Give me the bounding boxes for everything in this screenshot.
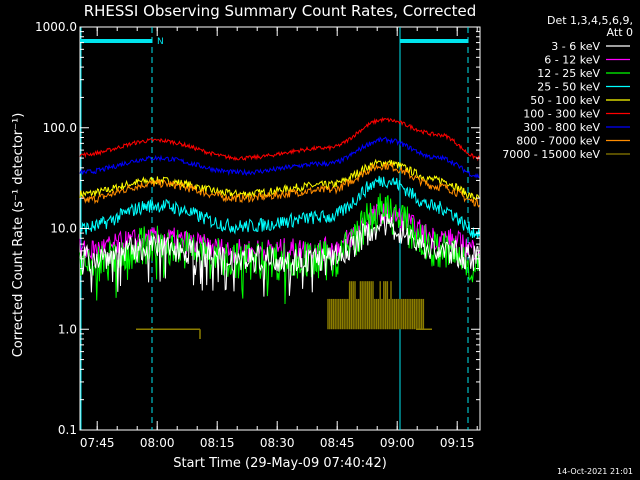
generation-timestamp: 14-Oct-2021 21:01 xyxy=(557,467,633,476)
legend-entry-label: 3 - 6 keV xyxy=(551,40,600,53)
series-line xyxy=(79,213,480,297)
chart-title: RHESSI Observing Summary Count Rates, Co… xyxy=(84,2,477,20)
y-tick-label: 10.0 xyxy=(50,222,77,236)
legend-entry-label: 800 - 7000 keV xyxy=(516,135,600,148)
series-6-12-keV-kev xyxy=(79,202,480,264)
x-tick-label: 08:00 xyxy=(140,436,175,450)
observing-bar xyxy=(400,39,468,43)
legend-entry-label: 300 - 800 keV xyxy=(523,121,600,134)
legend-entry-label: 12 - 25 keV xyxy=(537,67,600,80)
series-line xyxy=(79,158,480,201)
observing-bar xyxy=(80,39,152,43)
series-3-6-keV-kev xyxy=(79,213,480,297)
y-tick-label: 0.1 xyxy=(58,423,77,437)
x-tick-label: 09:00 xyxy=(380,436,415,450)
series-line xyxy=(79,136,480,179)
legend-entry-label: 25 - 50 keV xyxy=(537,81,600,94)
y-tick-label: 1000.0 xyxy=(35,20,77,34)
series-50-100-keV-kev xyxy=(79,158,480,201)
x-tick-label: 07:45 xyxy=(80,436,115,450)
series-line xyxy=(79,162,480,208)
night-marker-label: N xyxy=(157,37,164,47)
legend-attenuator: Att 0 xyxy=(607,26,633,39)
series-300-800-keV-kev xyxy=(79,136,480,179)
y-axis: 0.1 1.0 10.0 100.0 1000.0 xyxy=(35,20,480,437)
series-25-50-keV-kev xyxy=(79,175,480,239)
legend-entry-label: 7000 - 15000 keV xyxy=(502,148,600,161)
series-800-7000-keV-kev xyxy=(79,162,480,208)
y-axis-label: Corrected Count Rate (s⁻¹ detector⁻¹) xyxy=(11,113,26,358)
x-tick-label: 08:45 xyxy=(320,436,355,450)
x-tick-label: 09:15 xyxy=(440,436,475,450)
series-layer xyxy=(79,116,480,340)
legend-entry-label: 100 - 300 keV xyxy=(523,108,600,121)
x-axis: 07:45 08:00 08:15 08:30 08:45 09:00 09:15 xyxy=(80,27,478,450)
x-axis-label: Start Time (29-May-09 07:40:42) xyxy=(173,456,387,471)
y-tick-label: 100.0 xyxy=(43,121,77,135)
series-line xyxy=(79,116,480,162)
legend-detectors: Det 1,3,4,5,6,9, xyxy=(547,14,633,27)
x-tick-label: 08:15 xyxy=(200,436,235,450)
series-7000-15000-keV-kev xyxy=(136,281,432,340)
series-100-300-keV-kev xyxy=(79,116,480,162)
legend-entry-label: 50 - 100 keV xyxy=(530,94,600,107)
series-line xyxy=(79,175,480,239)
legend-entry-label: 6 - 12 keV xyxy=(544,54,600,67)
series-line xyxy=(79,202,480,264)
x-tick-label: 08:30 xyxy=(260,436,295,450)
y-tick-label: 1.0 xyxy=(58,322,77,336)
